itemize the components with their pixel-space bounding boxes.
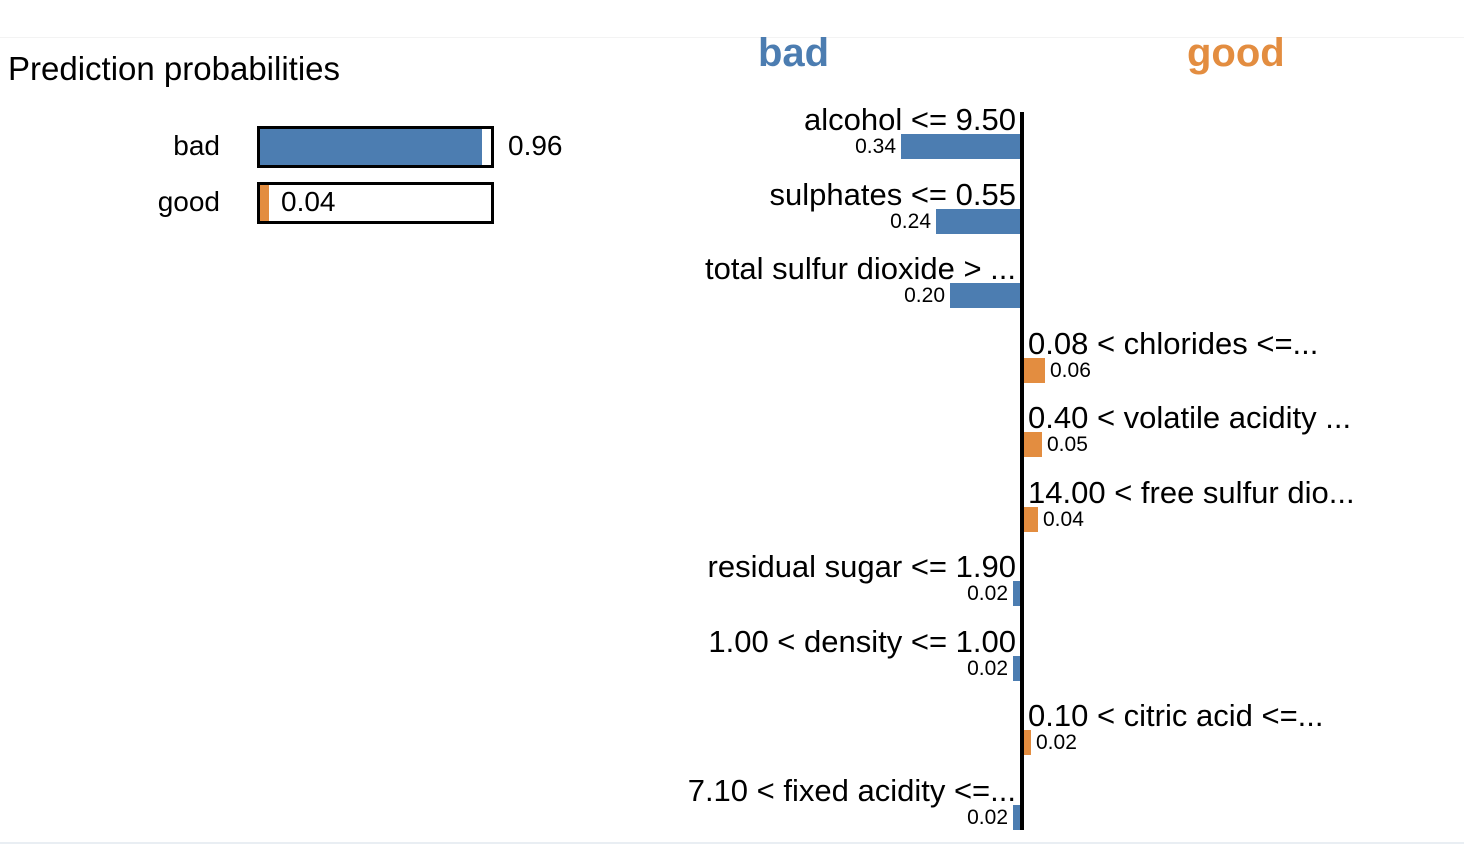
feature-label: total sulfur dioxide > ... <box>704 251 1016 286</box>
probability-value: 0.96 <box>508 130 563 161</box>
feature-label: 1.00 < density <= 1.00 <box>708 624 1016 659</box>
feature-weight-bar <box>1024 358 1045 383</box>
feature-label: 7.10 < fixed acidity <=... <box>687 773 1016 808</box>
feature-weight-bar <box>1013 805 1020 830</box>
probability-bar-track <box>257 126 494 168</box>
feature-weight-bar <box>1024 507 1038 532</box>
feature-weight-value: 0.06 <box>1050 359 1091 382</box>
feature-weight-value: 0.05 <box>1047 433 1088 456</box>
prediction-class-label: bad <box>173 130 220 161</box>
feature-weight-bar <box>1013 581 1020 606</box>
feature-weight-value: 0.20 <box>904 284 945 307</box>
feature-weight-value: 0.02 <box>967 582 1008 605</box>
probability-value: 0.04 <box>281 186 336 217</box>
feature-weight-value: 0.04 <box>1043 508 1084 531</box>
class-header-bad: bad <box>758 31 830 75</box>
feature-weight-bar <box>1013 656 1020 681</box>
feature-label: sulphates <= 0.55 <box>769 177 1016 212</box>
probability-bar-fill <box>260 185 269 221</box>
bottom-divider <box>0 842 1464 844</box>
feature-label: 0.40 < volatile acidity ... <box>1028 400 1352 435</box>
feature-weight-value: 0.02 <box>967 657 1008 680</box>
class-header-good: good <box>1187 31 1285 75</box>
feature-weight-bar <box>1024 730 1031 755</box>
feature-label: 0.08 < chlorides <=... <box>1028 326 1319 361</box>
feature-weight-bar <box>1024 432 1042 457</box>
probability-bar-fill <box>260 129 482 165</box>
feature-weight-value: 0.34 <box>855 135 896 158</box>
feature-weight-bar <box>950 283 1020 308</box>
feature-weight-bar <box>936 209 1020 234</box>
feature-label: 14.00 < free sulfur dio... <box>1028 475 1355 510</box>
feature-label: alcohol <= 9.50 <box>803 102 1016 137</box>
feature-weight-bar <box>901 134 1020 159</box>
prediction-class-label: good <box>157 186 220 217</box>
feature-weight-value: 0.02 <box>1036 731 1077 754</box>
prediction-probabilities-title: Prediction probabilities <box>8 50 341 87</box>
feature-weight-value: 0.02 <box>967 806 1008 829</box>
feature-label: 0.10 < citric acid <=... <box>1028 698 1324 733</box>
feature-label: residual sugar <= 1.90 <box>707 549 1017 584</box>
top-divider <box>0 37 1464 38</box>
feature-weight-value: 0.24 <box>890 210 931 233</box>
probability-bar-track <box>257 182 494 224</box>
center-axis-line <box>1020 112 1024 830</box>
